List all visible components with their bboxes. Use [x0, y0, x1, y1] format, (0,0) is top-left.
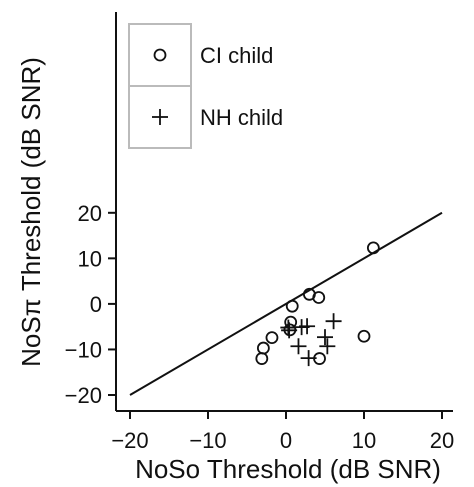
y-tick-label: 20 [78, 201, 102, 226]
ci-child-point [357, 329, 371, 343]
nh-child-point [300, 350, 317, 367]
x-tick-label: −10 [189, 428, 226, 453]
nh-child-point [325, 313, 342, 330]
ci-child-point [285, 299, 299, 313]
x-tick-label: 20 [430, 428, 454, 453]
ci-child-point [255, 352, 269, 365]
y-tick-label: 0 [90, 292, 102, 317]
legend-label-nh-child: NH child [200, 105, 283, 130]
axes: −20 −20 −10 −10 0 0 10 10 20 20 [65, 12, 454, 453]
ci-child-point [366, 241, 380, 255]
y-tick-label: −20 [65, 383, 102, 408]
legend-circle-icon [153, 48, 167, 62]
legend-plus-icon [152, 109, 168, 125]
x-axis-label: NoSo Threshold (dB SNR) [135, 454, 441, 484]
data-points [255, 241, 380, 367]
identity-line [129, 211, 443, 396]
x-tick-label: 10 [352, 428, 376, 453]
x-tick-label: −20 [111, 428, 148, 453]
ci-child-point [265, 331, 279, 345]
legend-marker-circle [153, 48, 167, 62]
ci-child-point [256, 341, 270, 355]
legend: CI child NH child [128, 23, 283, 149]
nh-child-point [319, 338, 336, 355]
ci-child-point [312, 291, 326, 304]
y-tick-label: 10 [78, 246, 102, 271]
y-tick-label: −10 [65, 337, 102, 362]
legend-marker-plus [152, 109, 168, 125]
legend-label-ci-child: CI child [200, 43, 273, 68]
y-axis-label: NoSπ Threshold (dB SNR) [16, 57, 46, 367]
nh-child-point [281, 322, 298, 339]
reference-line-layer [129, 211, 443, 396]
x-tick-label: 0 [280, 428, 292, 453]
nh-child-point [290, 338, 307, 355]
nh-child-point [317, 329, 333, 346]
